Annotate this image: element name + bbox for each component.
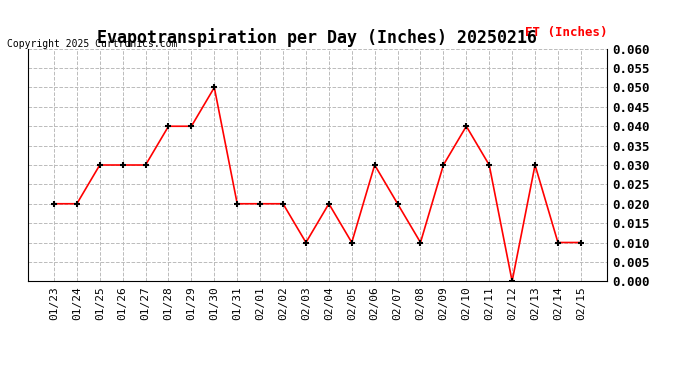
Title: Evapotranspiration per Day (Inches) 20250216: Evapotranspiration per Day (Inches) 2025… [97,28,538,47]
Text: ET (Inches): ET (Inches) [524,27,607,39]
Text: Copyright 2025 Curtronics.com: Copyright 2025 Curtronics.com [7,39,177,50]
